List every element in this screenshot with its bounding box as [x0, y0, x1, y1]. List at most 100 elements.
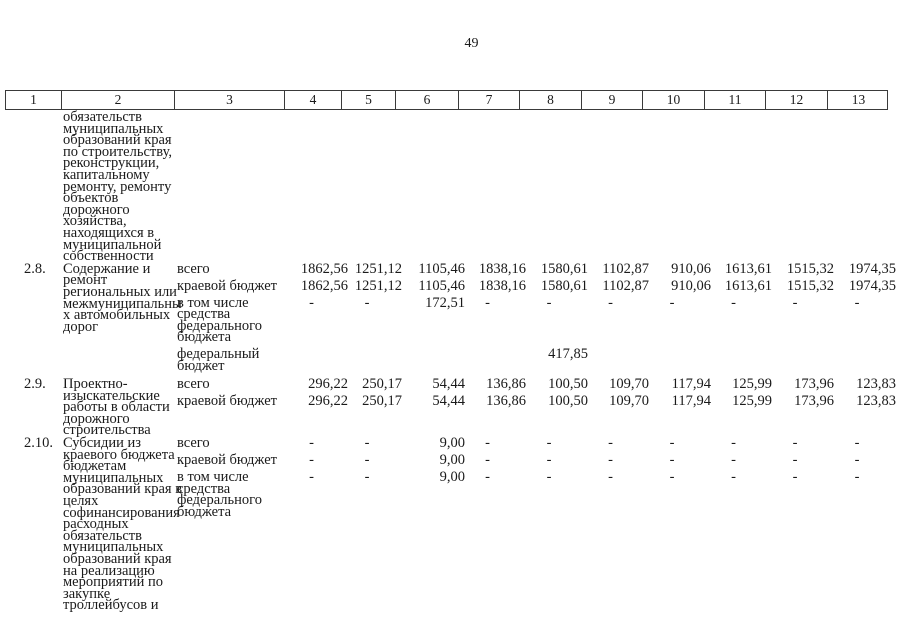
table-row: обязательств муниципальных образований к… [5, 110, 888, 264]
header-cell-11: 11 [704, 91, 765, 109]
value-cell: 296,22 [308, 393, 348, 410]
header-cell-3: 3 [174, 91, 284, 109]
table-row: 2.10. Субсидии из краевого бюджета бюджет… [5, 435, 888, 614]
value-cell: 1613,61 [724, 260, 772, 277]
row-number: 2.9. [24, 376, 46, 393]
header-cell-8: 8 [519, 91, 581, 109]
header-cell-12: 12 [765, 91, 827, 109]
value-cell: 1838,16 [478, 260, 526, 277]
value-cell: - [792, 435, 798, 451]
value-cell: 54,44 [432, 393, 465, 410]
row-entries: всего - -9,00- - - - - - - краевой бюджет - -9,00- -… [173, 435, 888, 524]
value-cell: - [546, 435, 552, 451]
value-cell: 9,00 [439, 435, 465, 451]
value-cell: - [546, 451, 552, 468]
value-cell: 1613,61 [724, 277, 772, 294]
header-cell-2: 2 [61, 91, 174, 109]
value-cell: - [731, 294, 736, 311]
header-cell-6: 6 [395, 91, 458, 109]
value-cell: - [731, 435, 736, 451]
table-row: 2.9. Проектно- изыскательские работы в об… [5, 376, 896, 439]
row-entries: всего 1862,56 1251,12 1105,46 1838,16 1580,61… [173, 260, 896, 378]
value-cell: - [364, 294, 370, 311]
value-cell: 1862,56 [300, 260, 348, 277]
value-cell: 136,86 [486, 376, 526, 393]
value-cell: - [309, 435, 314, 451]
table-header-row: 1 2 3 4 5 6 7 8 9 10 11 12 13 [5, 90, 888, 110]
value-cell: 1974,35 [848, 260, 896, 277]
value-cell: 296,22 [308, 376, 348, 393]
value-cell: 910,06 [671, 260, 711, 277]
row-number: 2.10. [24, 435, 53, 451]
value-cell: - [854, 435, 860, 451]
value-cell: - [854, 468, 860, 485]
header-cell-9: 9 [581, 91, 642, 109]
budget-type-label: краевой бюджет [177, 451, 277, 468]
value-cell: 1580,61 [540, 260, 588, 277]
header-cell-7: 7 [458, 91, 519, 109]
row-name: Содержание и ремонт региональных или меж… [63, 260, 182, 335]
budget-type-label: в том числе средства федерального бюджет… [177, 468, 262, 520]
value-cell: 910,06 [671, 277, 711, 294]
value-cell: - [546, 294, 552, 311]
value-cell: 109,70 [609, 393, 649, 410]
value-cell: - [309, 294, 314, 311]
value-cell: - [309, 468, 314, 485]
value-cell: 173,96 [794, 376, 834, 393]
value-cell: 1515,32 [786, 277, 834, 294]
value-cell: 117,94 [671, 393, 711, 410]
header-cell-4: 4 [284, 91, 341, 109]
value-cell: 100,50 [548, 393, 588, 410]
value-cell: 250,17 [362, 393, 402, 410]
value-cell: 9,00 [439, 468, 465, 485]
value-cell: - [485, 468, 490, 485]
value-cell: - [854, 451, 860, 468]
value-cell: - [485, 294, 490, 311]
value-cell: 1105,46 [418, 260, 465, 277]
budget-type-label: краевой бюджет [177, 393, 277, 410]
value-cell: - [608, 294, 613, 311]
table-body: обязательств муниципальных образований к… [5, 110, 896, 614]
value-cell: 1105,46 [418, 277, 465, 294]
value-cell: - [792, 294, 798, 311]
value-cell: 1838,16 [478, 277, 526, 294]
value-cell: 109,70 [609, 376, 649, 393]
table-row: 2.8. Содержание и ремонт региональных или… [5, 260, 896, 378]
value-cell: - [608, 451, 613, 468]
budget-table: 1 2 3 4 5 6 7 8 9 10 11 12 13 обязательств муниципал… [5, 90, 896, 614]
budget-entry: в том числе средства федерального бюджет… [173, 468, 888, 520]
budget-entry: краевой бюджет 296,22 250,17 54,44 136,86 100… [173, 393, 896, 410]
value-cell: 117,94 [671, 376, 711, 393]
page-number: 49 [464, 36, 479, 51]
value-cell: 1974,35 [848, 277, 896, 294]
value-cell: - [792, 468, 798, 485]
value-cell: - [669, 468, 675, 485]
row-name: Субсидии из краевого бюджета бюджетам му… [63, 435, 183, 614]
budget-entry: всего 1862,56 1251,12 1105,46 1838,16 1580,61… [173, 260, 896, 277]
value-cell: - [309, 451, 314, 468]
value-cell: 1580,61 [540, 277, 588, 294]
value-cell: 250,17 [362, 376, 402, 393]
header-cell-5: 5 [341, 91, 395, 109]
value-cell: - [731, 468, 736, 485]
value-cell: 1251,12 [354, 260, 402, 277]
value-cell: 54,44 [432, 376, 465, 393]
value-cell: - [485, 451, 490, 468]
value-cell: - [854, 294, 860, 311]
value-cell: 123,83 [856, 376, 896, 393]
budget-entry: краевой бюджет 1862,56 1251,12 1105,46 1838,… [173, 277, 896, 294]
row-name: Проектно- изыскательские работы в област… [63, 376, 170, 439]
value-cell: 136,86 [486, 393, 526, 410]
value-cell: - [608, 435, 613, 451]
budget-entry: всего 296,22 250,17 54,44 136,86 100,50 109,70… [173, 376, 896, 393]
value-cell: - [608, 468, 613, 485]
header-cell-13: 13 [827, 91, 889, 109]
value-cell: - [792, 451, 798, 468]
value-cell: - [669, 451, 675, 468]
value-cell: - [669, 435, 675, 451]
header-cell-10: 10 [642, 91, 704, 109]
value-cell: 1515,32 [786, 260, 834, 277]
value-cell: - [669, 294, 675, 311]
value-cell: - [485, 435, 490, 451]
value-cell: 1102,87 [602, 260, 649, 277]
